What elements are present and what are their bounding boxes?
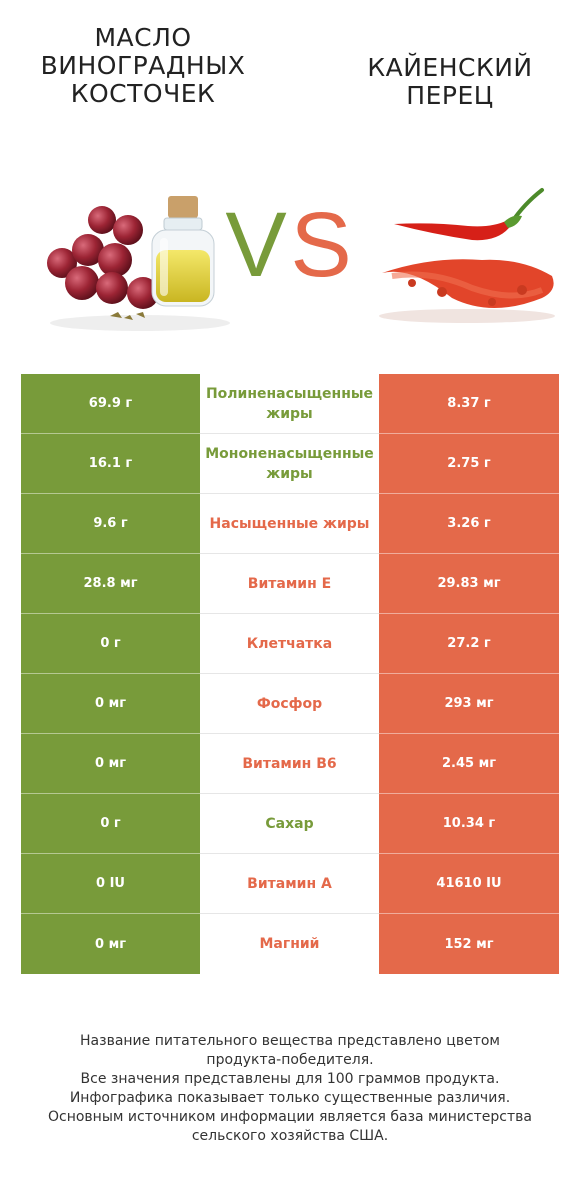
footer-line: продукта-победителя. (206, 1052, 374, 1068)
table-row: 0 г Клетчатка 27.2 г (21, 614, 559, 674)
left-value: 69.9 г (21, 374, 200, 434)
left-value: 0 мг (21, 734, 200, 794)
nutrient-name: Насыщенные жиры (200, 494, 379, 554)
left-value: 9.6 г (21, 494, 200, 554)
left-value: 28.8 мг (21, 554, 200, 614)
left-title-line: косточек (70, 79, 216, 108)
vs-v-letter: V (226, 200, 287, 290)
left-value: 0 мг (21, 674, 200, 734)
vs-s-letter: S (290, 200, 351, 290)
footer-note: Название питательного вещества представл… (20, 1032, 560, 1146)
nutrient-name: Полиненасыщенные жиры (200, 374, 379, 434)
table-row: 69.9 г Полиненасыщенные жиры 8.37 г (21, 374, 559, 434)
left-title-line: Масло (94, 23, 192, 52)
table-row: 0 IU Витамин A 41610 IU (21, 854, 559, 914)
right-value: 152 мг (379, 914, 559, 974)
right-value: 8.37 г (379, 374, 559, 434)
nutrient-name: Клетчатка (200, 614, 379, 674)
left-title-line: виноградных (40, 51, 246, 80)
left-value: 0 мг (21, 914, 200, 974)
right-value: 10.34 г (379, 794, 559, 854)
footer-line: сельского хозяйства США. (191, 1128, 389, 1144)
footer-line: Все значения представлены для 100 граммо… (80, 1071, 500, 1087)
table-row: 16.1 г Мононенасыщенные жиры 2.75 г (21, 434, 559, 494)
nutrient-name: Фосфор (200, 674, 379, 734)
nutrient-name: Сахар (200, 794, 379, 854)
table-row: 0 мг Магний 152 мг (21, 914, 559, 974)
footer-line: Основным источником информации является … (48, 1109, 532, 1125)
left-value: 0 г (21, 794, 200, 854)
right-title-line: перец (406, 81, 494, 110)
footer-line: Название питательного вещества представл… (80, 1033, 500, 1049)
footer-line: Инфографика показывает только существенн… (69, 1090, 511, 1106)
left-product-title: Масло виноградных косточек (28, 24, 258, 108)
table-row: 28.8 мг Витамин E 29.83 мг (21, 554, 559, 614)
right-product-title: Кайенский перец (345, 54, 555, 110)
right-value: 293 мг (379, 674, 559, 734)
table-row: 0 мг Фосфор 293 мг (21, 674, 559, 734)
right-value: 27.2 г (379, 614, 559, 674)
grape-seed-oil-image (47, 196, 230, 331)
nutrient-name: Магний (200, 914, 379, 974)
left-value: 0 г (21, 614, 200, 674)
nutrient-name: Витамин E (200, 554, 379, 614)
right-title-line: Кайенский (367, 53, 533, 82)
table-row: 0 мг Витамин B6 2.45 мг (21, 734, 559, 794)
nutrient-name: Витамин B6 (200, 734, 379, 794)
nutrient-name: Мононенасыщенные жиры (200, 434, 379, 494)
cayenne-pepper-image (379, 188, 555, 323)
table-row: 9.6 г Насыщенные жиры 3.26 г (21, 494, 559, 554)
right-value: 2.45 мг (379, 734, 559, 794)
right-value: 3.26 г (379, 494, 559, 554)
left-value: 0 IU (21, 854, 200, 914)
vs-label: V S (226, 200, 352, 290)
nutrient-name: Витамин A (200, 854, 379, 914)
table-row: 0 г Сахар 10.34 г (21, 794, 559, 854)
right-value: 2.75 г (379, 434, 559, 494)
right-value: 29.83 мг (379, 554, 559, 614)
right-value: 41610 IU (379, 854, 559, 914)
left-value: 16.1 г (21, 434, 200, 494)
